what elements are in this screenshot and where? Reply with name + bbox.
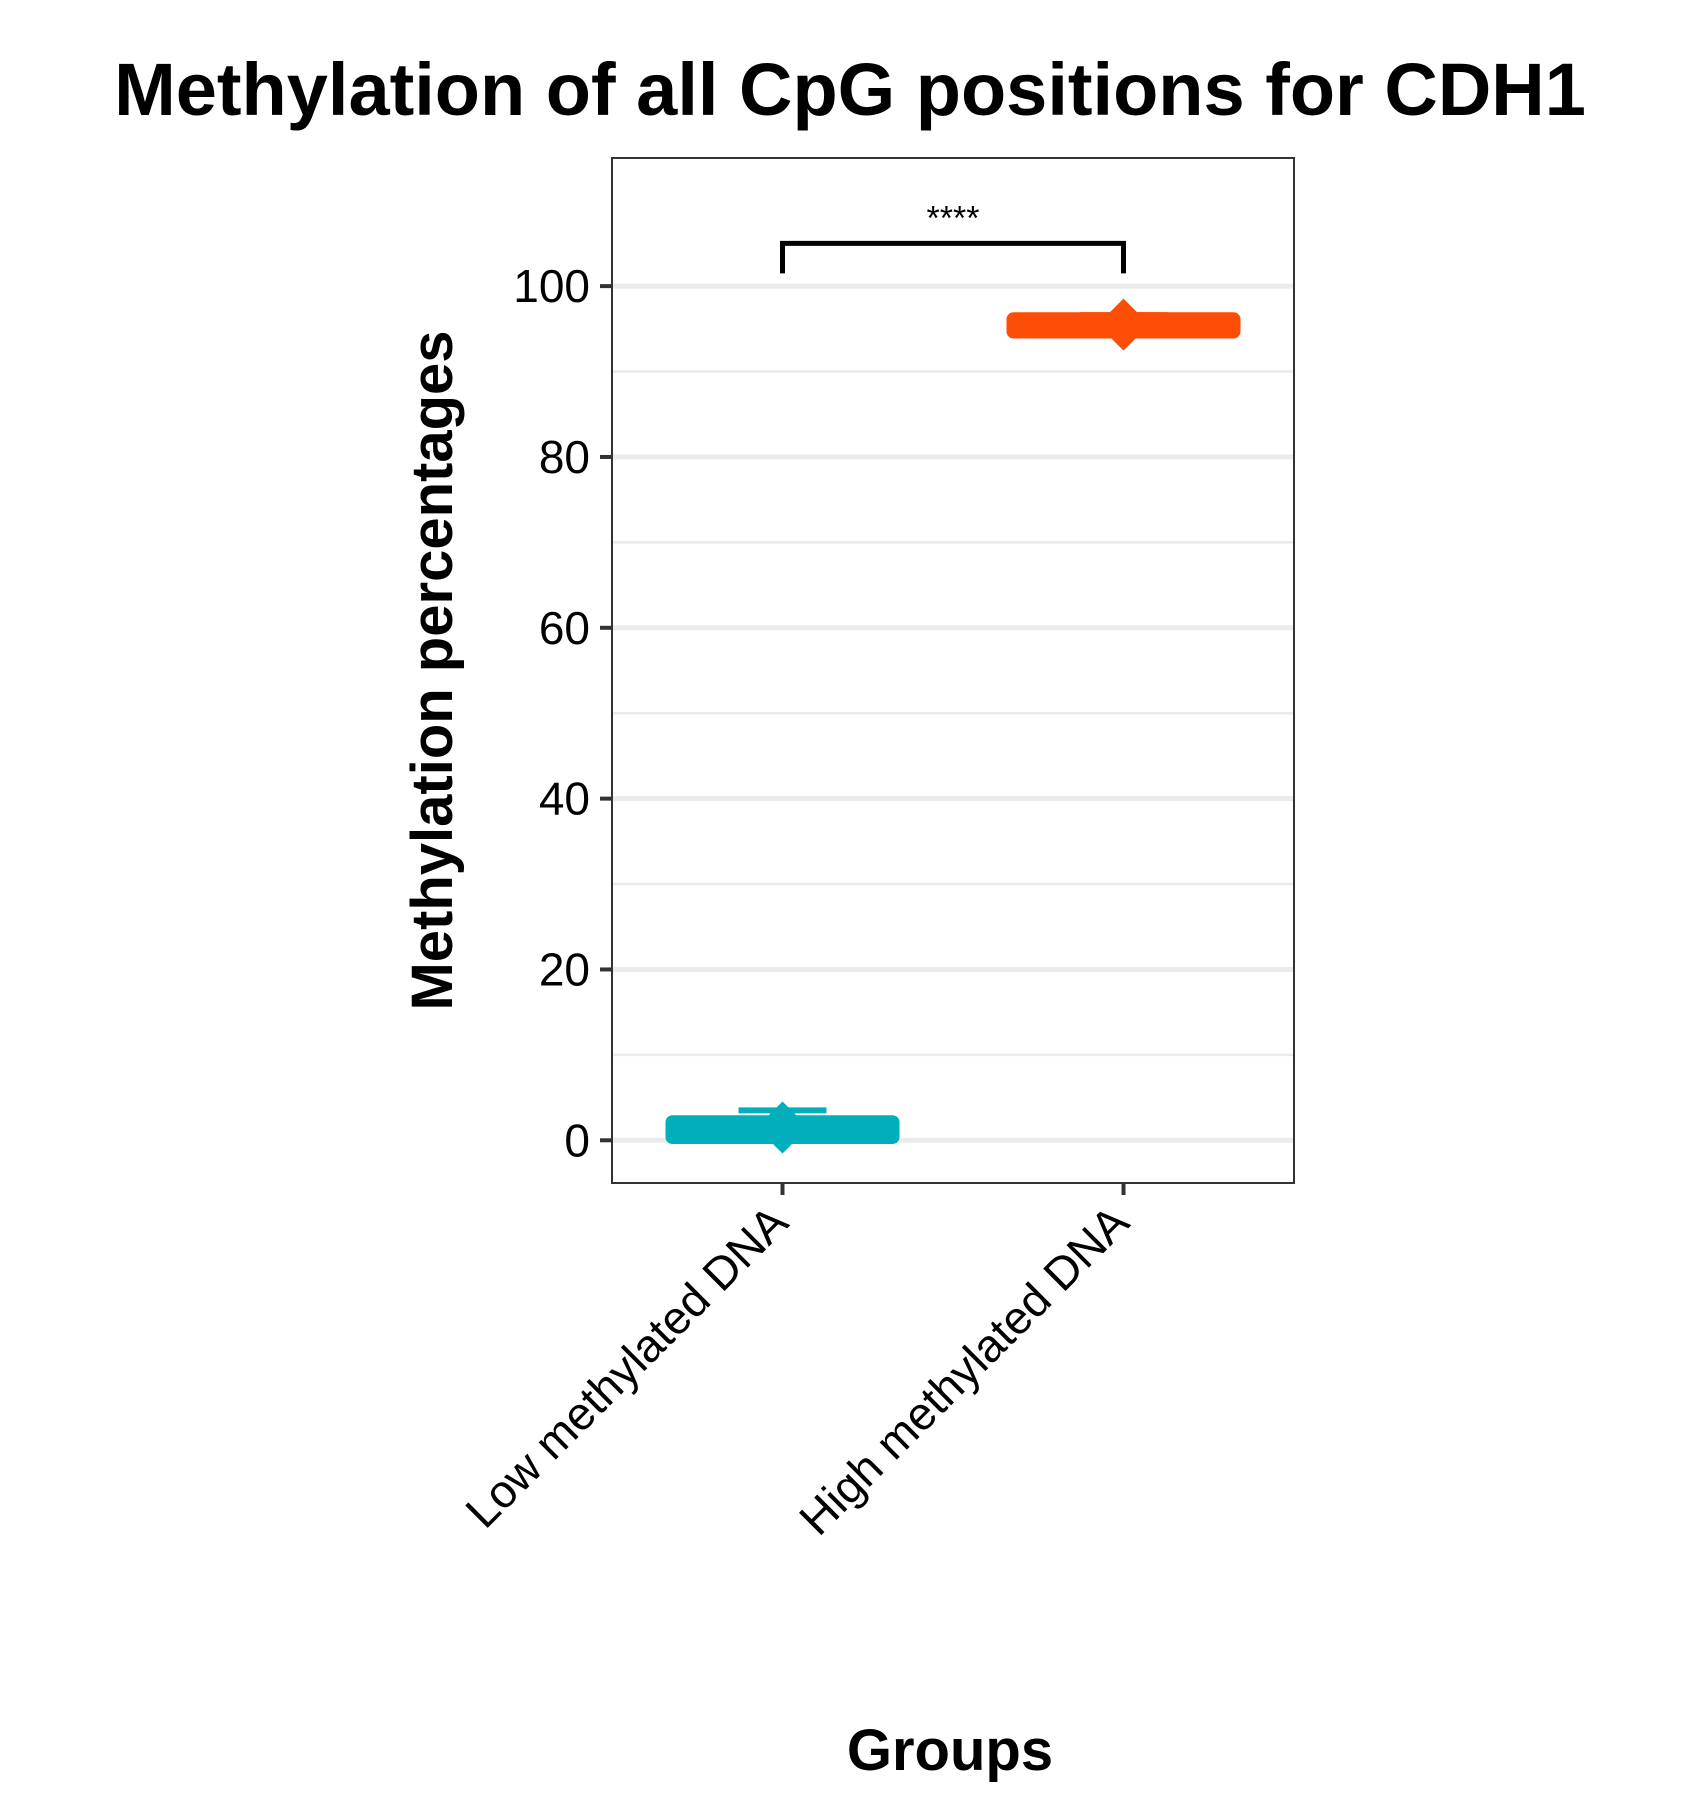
mean-marker — [756, 1101, 809, 1154]
y-axis-title: Methylation percentages — [400, 330, 465, 1010]
gridlines — [612, 283, 1294, 1143]
y-tick-label: 20 — [539, 943, 590, 995]
y-tick-label: 100 — [513, 260, 590, 312]
significance-line — [780, 240, 1126, 274]
box-group — [1006, 298, 1241, 351]
panel-border — [611, 157, 1295, 1184]
y-axis: 0 20 40 60 80 100 — [513, 260, 612, 1166]
significance-label: **** — [927, 199, 980, 237]
chart-title: Methylation of all CpG positions for CDH… — [114, 48, 1586, 131]
box-marks — [665, 298, 1241, 1154]
y-tick-label: 40 — [539, 773, 590, 825]
x-tick-label: High methylated DNA — [789, 1195, 1139, 1545]
box-group — [665, 1101, 900, 1154]
significance-bracket: **** — [780, 199, 1126, 274]
x-tick-label: Low methylated DNA — [455, 1195, 798, 1538]
y-tick-label: 80 — [539, 431, 590, 483]
y-tick-label: 60 — [539, 602, 590, 654]
mean-marker — [1097, 298, 1150, 351]
y-tick-label: 0 — [564, 1114, 590, 1166]
x-axis-title: Groups — [847, 1718, 1053, 1783]
